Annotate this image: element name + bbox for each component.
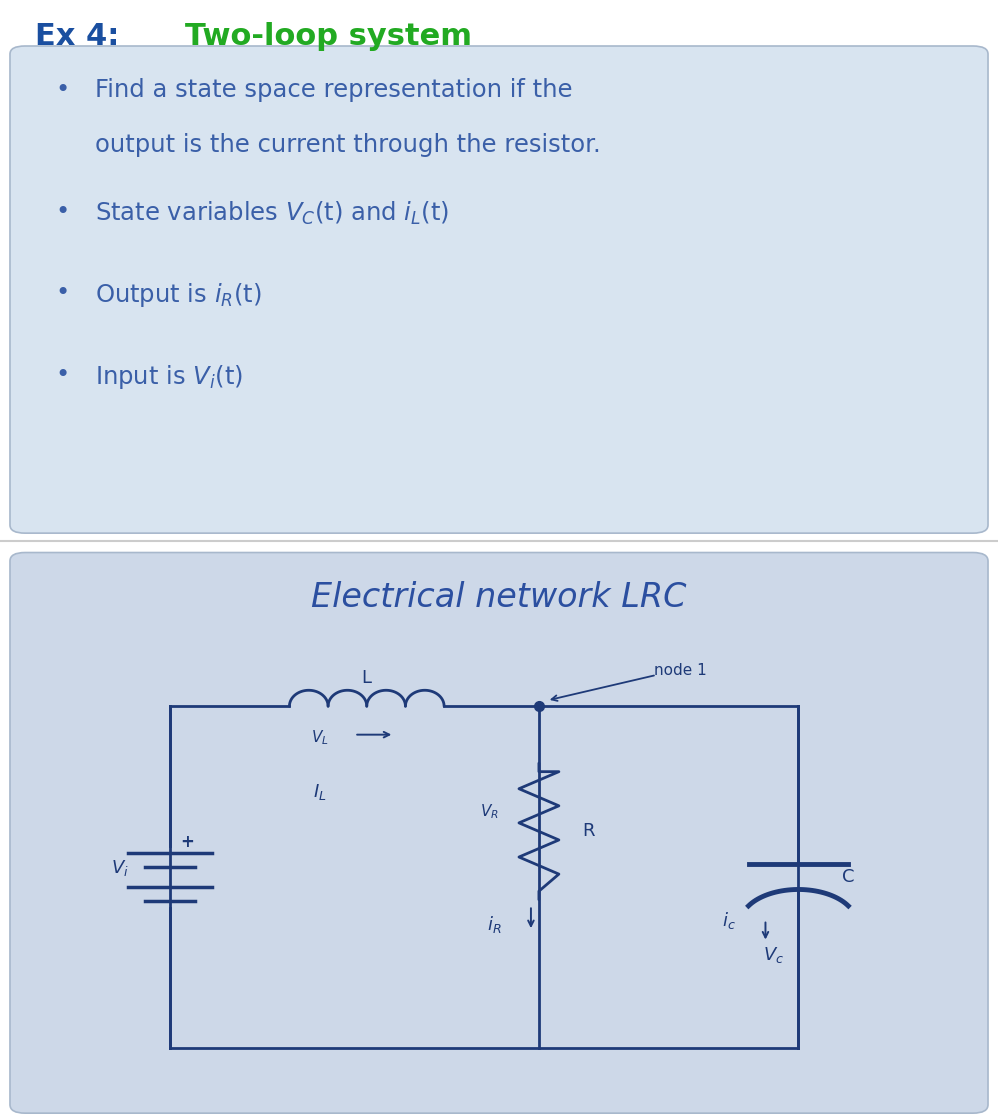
Text: $i_R$: $i_R$ (487, 914, 501, 935)
Text: •: • (55, 200, 69, 224)
Text: Electrical network LRC: Electrical network LRC (311, 581, 687, 614)
Text: $i_c$: $i_c$ (722, 911, 736, 931)
Text: +: + (181, 833, 195, 850)
Text: L: L (361, 668, 371, 686)
Text: output is the current through the resistor.: output is the current through the resist… (95, 133, 601, 156)
Text: •: • (55, 281, 69, 306)
Text: $V_R$: $V_R$ (480, 802, 498, 821)
Text: node 1: node 1 (654, 663, 707, 679)
Text: •: • (55, 78, 69, 103)
Text: State variables $V_C$(t) and $i_L$(t): State variables $V_C$(t) and $i_L$(t) (95, 200, 449, 228)
Text: $V_L$: $V_L$ (310, 728, 328, 747)
Text: Two-loop system: Two-loop system (185, 21, 472, 50)
Text: Find a state space representation if the: Find a state space representation if the (95, 78, 572, 103)
Text: Input is $V_i$(t): Input is $V_i$(t) (95, 363, 243, 391)
FancyBboxPatch shape (10, 46, 988, 533)
Text: $V_i$: $V_i$ (111, 858, 129, 878)
FancyBboxPatch shape (10, 552, 988, 1113)
Text: $I_L$: $I_L$ (312, 781, 326, 801)
Text: •: • (55, 363, 69, 386)
Text: $V_c$: $V_c$ (762, 945, 784, 965)
Text: Output is $i_R$(t): Output is $i_R$(t) (95, 281, 261, 309)
Text: R: R (583, 822, 595, 840)
Text: C: C (842, 868, 854, 886)
Text: Ex 4:: Ex 4: (35, 21, 130, 50)
